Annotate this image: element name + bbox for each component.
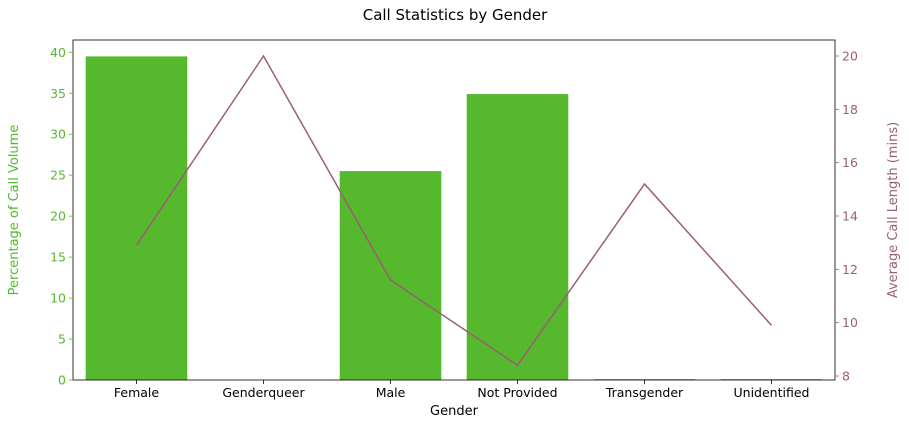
bar-transgender [593, 379, 696, 380]
y-right-tick-label: 12 [842, 262, 858, 277]
y-right-tick-label: 8 [842, 369, 850, 384]
y-left-tick-label: 10 [50, 291, 66, 306]
y-left-tick-label: 25 [50, 168, 66, 183]
x-tick-label: Female [114, 385, 160, 400]
y-left-tick-label: 20 [50, 209, 66, 224]
x-tick-label: Unidentified [734, 385, 810, 400]
y-right-tick-label: 14 [842, 209, 858, 224]
y-left-tick-label: 0 [58, 373, 66, 388]
x-tick-label: Transgender [605, 385, 684, 400]
avg-call-length-line [135, 54, 773, 367]
y-left-tick-label: 30 [50, 127, 66, 142]
bar-male [339, 171, 442, 380]
chart-title: Call Statistics by Gender [363, 6, 548, 24]
y-right-tick-label: 18 [842, 102, 858, 117]
x-axis-label: Gender [430, 404, 479, 419]
y-right-tick-label: 20 [842, 49, 858, 64]
x-tick-label: Not Provided [477, 385, 557, 400]
y-right-tick-label: 10 [842, 315, 858, 330]
y-right-tick-label: 16 [842, 155, 858, 170]
bar-female [85, 56, 188, 380]
bar-not-provided [466, 94, 569, 380]
plot-frame [72, 39, 836, 381]
y-left-tick-label: 5 [58, 332, 66, 347]
plot-area: 0 5 10 15 20 25 30 35 40 8 10 12 14 16 18 20 Female Gende… [50, 39, 858, 400]
y-axis-label-left: Percentage of Call Volume [7, 125, 22, 296]
y-left-tick-label: 40 [50, 45, 66, 60]
x-tick-label: Male [376, 385, 406, 400]
bar-unidentified [720, 379, 823, 380]
x-tick-label: Genderqueer [222, 385, 305, 400]
y-left-tick-label: 15 [50, 250, 66, 265]
y-axis-label-right: Average Call Length (mins) [886, 122, 901, 298]
y-left-tick-label: 35 [50, 86, 66, 101]
